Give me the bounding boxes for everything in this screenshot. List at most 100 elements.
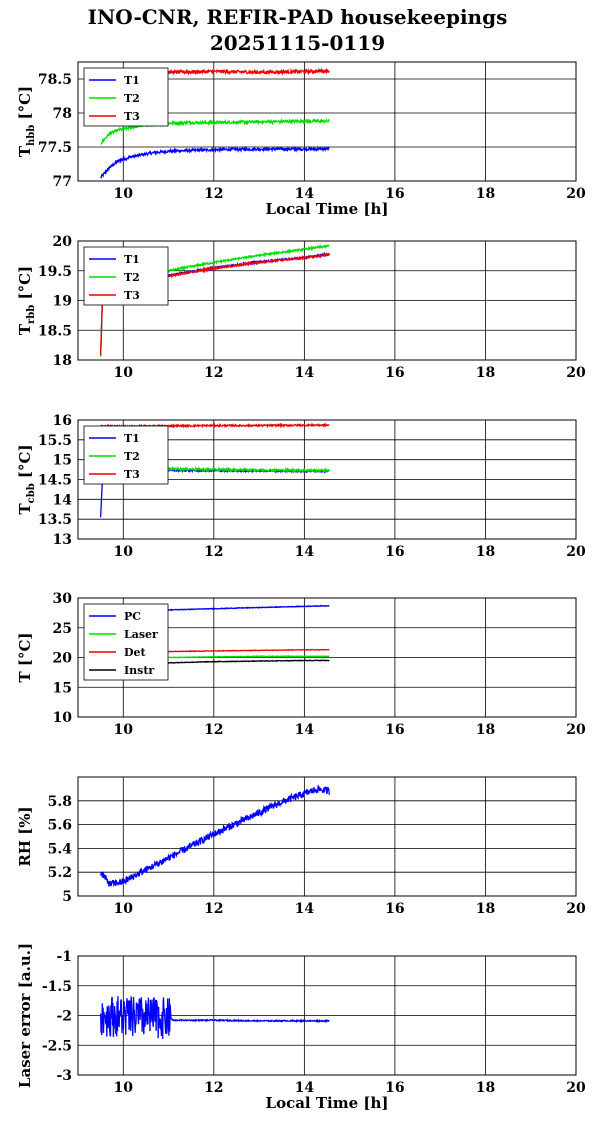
y-tick-label: 18: [53, 353, 72, 369]
x-tick-label: 14: [295, 544, 315, 560]
y-tick-label: 77.5: [38, 140, 72, 156]
legend: T1 T2 T3: [83, 246, 169, 306]
x-tick-label: 10: [114, 186, 134, 202]
x-tick-label: 18: [476, 1080, 495, 1096]
plot-frame: [77, 776, 577, 897]
y-tick-label: 13.5: [38, 512, 72, 528]
y-axis-label-unit: [°C]: [16, 444, 34, 483]
y-axis-label-main: Laser error [a.u.]: [16, 943, 34, 1088]
y-tick-label: -1: [56, 949, 72, 965]
y-tick-label: 30: [53, 591, 73, 607]
y-axis-label: Thbb [°C]: [16, 86, 37, 157]
x-tick-label: 20: [566, 544, 586, 560]
legend-entry: Det: [124, 646, 147, 659]
legend-entry: Laser: [124, 628, 158, 641]
y-tick-label: 14.5: [38, 473, 72, 489]
y-axis-label: Tcbb [°C]: [16, 444, 37, 514]
x-tick-label: 14: [295, 722, 315, 738]
x-axis-label: Local Time [h]: [266, 200, 389, 218]
x-tick-label: 18: [476, 722, 495, 738]
x-tick-label: 10: [114, 901, 134, 917]
y-axis-label-main: T: [16, 503, 34, 515]
y-tick-label: 5.8: [48, 794, 72, 810]
legend-entry: T1: [124, 74, 140, 87]
y-tick-label: 20: [53, 234, 73, 250]
x-tick-label: 14: [295, 901, 315, 917]
legend-entry: T2: [124, 271, 140, 284]
x-tick-label: 10: [114, 365, 134, 381]
y-axis-label-main: T: [16, 145, 34, 157]
y-axis-label-subscript: rbb: [26, 305, 37, 324]
x-tick-label: 12: [204, 901, 223, 917]
y-tick-label: 25: [53, 621, 72, 637]
x-tick-label: 16: [385, 544, 404, 560]
x-tick-label: 16: [385, 722, 404, 738]
legend-entry: PC: [124, 610, 141, 623]
x-tick-label: 20: [566, 722, 586, 738]
y-axis-label: Trbb [°C]: [16, 266, 37, 335]
x-axis-label: Local Time [h]: [266, 1094, 389, 1112]
x-tick-label: 20: [566, 901, 586, 917]
x-tick-label: 12: [204, 1080, 223, 1096]
figure-title: INO-CNR, REFIR-PAD housekeepings 2025111…: [0, 4, 595, 56]
y-tick-label: -2: [56, 1009, 72, 1025]
y-tick-label: 5.2: [48, 865, 72, 881]
y-tick-label: 14: [53, 492, 73, 508]
legend-entry: Instr: [124, 664, 154, 677]
y-tick-label: -2.5: [42, 1038, 72, 1054]
y-tick-label: 19: [53, 294, 72, 310]
legend-entry: T1: [124, 432, 140, 445]
chart-panel-6: 10 12 14 16 18 20 -3 -2.5 -2 -1.5 -1 Local Time [h]…: [16, 943, 586, 1112]
y-tick-label: 78: [53, 106, 72, 122]
y-tick-label: 18.5: [38, 323, 72, 339]
series-line-t1: [100, 145, 330, 180]
y-tick-label: 5: [62, 889, 72, 905]
y-tick-label: 78.5: [38, 72, 72, 88]
figure-title-line1: INO-CNR, REFIR-PAD housekeepings: [87, 5, 508, 29]
x-tick-label: 16: [385, 901, 404, 917]
x-tick-label: 14: [295, 365, 315, 381]
x-tick-label: 20: [566, 186, 586, 202]
legend: T1 T2 T3: [83, 425, 169, 485]
legend-entry: T3: [124, 289, 140, 302]
y-axis-label: Laser error [a.u.]: [16, 943, 34, 1088]
x-tick-label: 18: [476, 901, 495, 917]
chart-panel-3: 10 12 14 16 18 20 13 13.5 14 14.5 15 15.5 16 Tcbb [°C…: [16, 413, 586, 560]
x-tick-label: 12: [204, 186, 223, 202]
x-tick-label: 12: [204, 544, 223, 560]
chart-panel-1: 10 12 14 16 18 20 77 77.5 78 78.5 Local Time [h] Th…: [16, 61, 586, 218]
y-tick-label: 5.4: [48, 841, 73, 857]
legend-entry: T3: [124, 110, 140, 123]
y-tick-label: 15.5: [38, 433, 72, 449]
legend-entry: T3: [124, 468, 140, 481]
legend-entry: T2: [124, 450, 140, 463]
y-tick-label: 10: [53, 710, 73, 726]
x-tick-label: 18: [476, 186, 495, 202]
figure-title-line2: 20251115-0119: [209, 31, 386, 55]
y-tick-label: 20: [53, 651, 73, 667]
series-line-data: [99, 996, 330, 1039]
series-line-data: [100, 785, 330, 888]
x-tick-label: 10: [114, 544, 134, 560]
x-tick-label: 12: [204, 365, 223, 381]
y-axis-label-main: T: [16, 323, 34, 335]
x-tick-label: 16: [385, 1080, 404, 1096]
x-tick-label: 10: [114, 722, 134, 738]
y-tick-label: 13: [53, 532, 72, 548]
y-axis-label-subscript: hbb: [26, 125, 37, 146]
legend-entry: T2: [124, 92, 140, 105]
y-axis-label-unit: [°C]: [16, 266, 34, 305]
y-axis-label-main: T [°C]: [16, 632, 34, 682]
y-tick-label: -3: [56, 1068, 72, 1084]
y-tick-label: 5.6: [48, 818, 72, 834]
x-tick-label: 18: [476, 365, 495, 381]
x-tick-label: 16: [385, 365, 404, 381]
chart-panel-5: 10 12 14 16 18 20 5 5.2 5.4 5.6 5.8 RH [%]: [16, 776, 586, 917]
x-tick-label: 16: [385, 186, 404, 202]
y-tick-label: 15: [53, 453, 72, 469]
y-axis-label: T [°C]: [16, 632, 34, 682]
y-axis-label-unit: [°C]: [16, 86, 34, 125]
y-tick-label: 15: [53, 680, 72, 696]
